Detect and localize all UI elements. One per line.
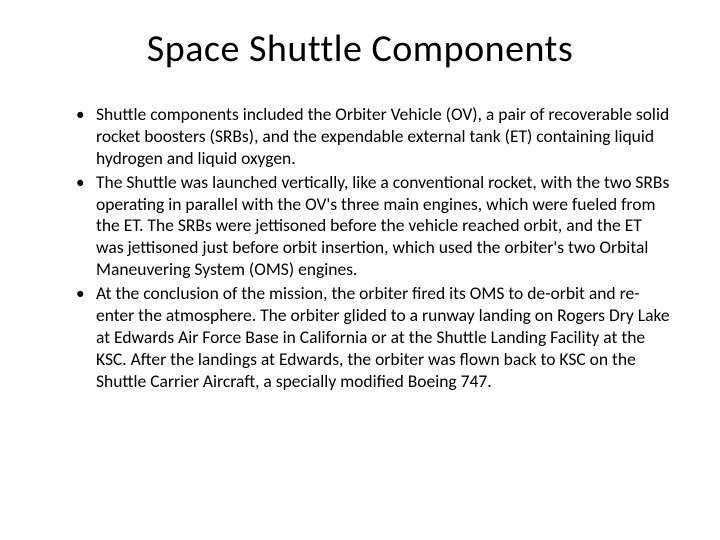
bullet-item: Shuttle components included the Orbiter … — [76, 104, 672, 170]
bullet-item: The Shuttle was launched vertically, lik… — [76, 172, 672, 281]
slide-container: Space Shuttle Components Shuttle compone… — [0, 0, 720, 540]
slide-title: Space Shuttle Components — [48, 26, 672, 72]
bullet-item: At the conclusion of the mission, the or… — [76, 283, 672, 392]
bullet-list: Shuttle components included the Orbiter … — [48, 104, 672, 392]
